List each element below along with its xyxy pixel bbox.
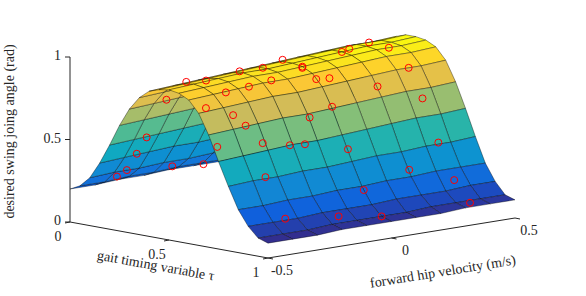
data-point [301,141,308,148]
data-point [183,78,190,85]
tick [268,258,273,259]
data-point [326,75,333,82]
axes: 00.51-0.500.500.51gait timing variable τ… [2,44,538,292]
data-point [230,112,237,119]
data-point [435,139,442,146]
data-point [451,177,458,184]
data-point [236,68,243,75]
data-point [366,39,373,46]
data-point [169,163,176,170]
z-axis-title: desired swing joing angle (rad) [2,44,18,219]
tick [263,258,268,259]
data-point [286,142,293,149]
y-axis-line [268,218,515,258]
data-point [214,143,221,150]
plot-area [70,35,515,243]
chart: 00.51-0.500.500.51gait timing variable τ… [0,0,586,296]
tick-label: 1 [54,48,61,63]
tick [65,222,70,223]
data-point [374,83,381,90]
data-point [335,213,342,220]
tick-label: 0 [55,229,62,244]
data-point [268,77,275,84]
tick [65,222,70,223]
scatter [113,39,473,222]
tick [65,57,70,58]
data-point [163,96,170,103]
y-axis-title: forward hip velocity (m/s) [369,252,517,291]
data-point [378,213,385,220]
tick [392,238,397,239]
data-point [203,77,210,84]
data-point [419,95,426,102]
data-point [279,56,286,63]
tick-label: 0.5 [44,131,62,146]
data-point [306,114,313,121]
data-point [385,44,392,51]
tick [515,218,520,219]
data-point [222,89,229,96]
tick-label: -0.5 [271,263,293,278]
data-point [245,83,252,90]
data-point [202,105,209,112]
surface-patch [209,129,244,161]
data-point [360,187,367,194]
data-point [113,173,120,180]
data-point [313,76,320,83]
tick-label: 0 [54,213,61,228]
data-point [143,134,150,141]
data-point [259,140,266,147]
x-axis-title: gait timing variable τ [96,248,216,284]
data-point [329,103,336,110]
data-point [467,199,474,206]
surface-patch [258,234,293,243]
tick [164,240,169,241]
data-point [282,215,289,222]
data-point [259,64,266,71]
tick-label: 0 [402,243,409,258]
tick [65,139,70,140]
data-point [346,45,353,52]
data-point [200,161,207,168]
data-point [242,122,249,129]
data-point [405,64,412,71]
data-point [262,174,269,181]
data-point [338,48,345,55]
tick-label: 0.5 [520,223,538,238]
surface-patch [228,181,263,210]
data-point [133,150,140,157]
data-point [406,166,413,173]
data-point [299,64,306,71]
tick-label: 1 [253,265,260,280]
surface [70,35,515,243]
data-point [344,146,351,153]
data-point [123,167,130,174]
